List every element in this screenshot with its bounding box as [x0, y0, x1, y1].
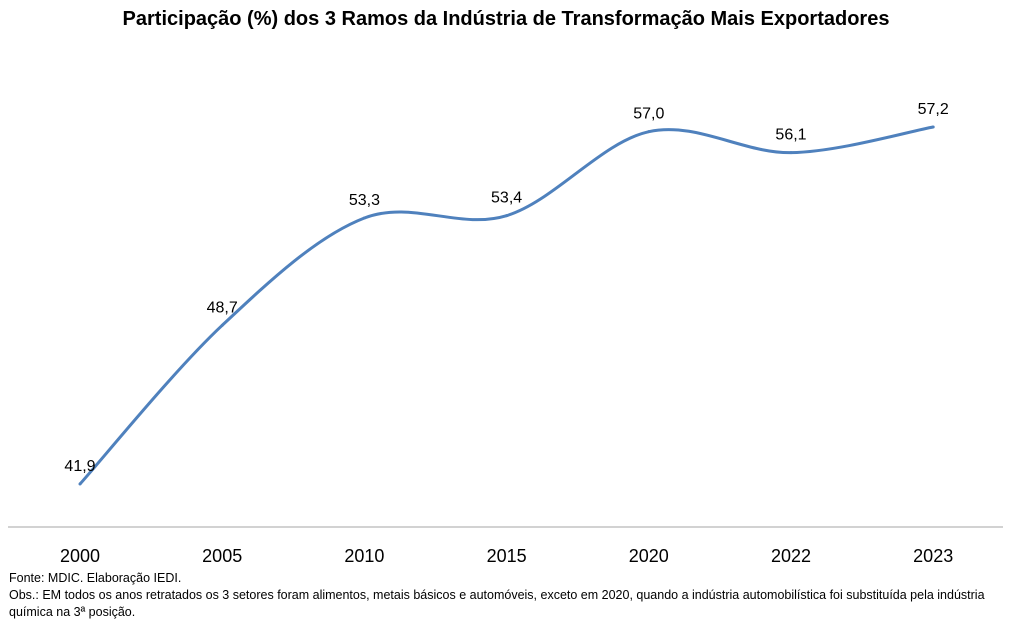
data-label: 53,4: [491, 190, 522, 207]
data-label: 57,2: [918, 101, 949, 118]
data-label: 48,7: [207, 299, 238, 316]
data-point: [220, 323, 224, 327]
chart-title: Participação (%) dos 3 Ramos da Indústri…: [122, 8, 890, 30]
x-tick-label: 2010: [344, 546, 384, 566]
x-tick-label: 2015: [487, 546, 527, 566]
obs-note: Obs.: EM todos os anos retratados os 3 s…: [9, 588, 985, 619]
data-point: [78, 482, 82, 486]
data-label: 41,9: [64, 458, 95, 475]
x-tick-label: 2023: [913, 546, 953, 566]
data-point: [505, 214, 509, 218]
data-label: 53,3: [349, 192, 380, 209]
x-tick-label: 2005: [202, 546, 242, 566]
data-label: 56,1: [775, 127, 806, 144]
source-note: Fonte: MDIC. Elaboração IEDI.: [9, 571, 182, 585]
x-tick-label: 2020: [629, 546, 669, 566]
line-chart: 41,9 48,7 53,3 53,4 57,0 56,1 57,2 2000 2005 201…: [8, 101, 1003, 566]
data-point: [931, 125, 935, 129]
x-tick-label: 2000: [60, 546, 100, 566]
data-point: [647, 130, 651, 134]
data-point: [362, 216, 366, 220]
x-tick-label: 2022: [771, 546, 811, 566]
data-label: 57,0: [633, 106, 664, 123]
data-point: [789, 151, 793, 155]
